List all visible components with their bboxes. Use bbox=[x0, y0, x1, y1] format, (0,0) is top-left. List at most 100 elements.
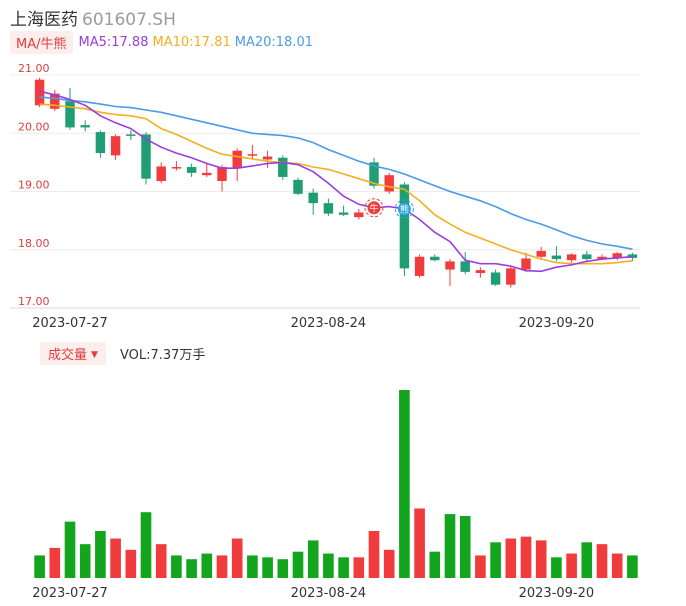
candle-body bbox=[126, 134, 136, 136]
candle-body bbox=[171, 167, 182, 169]
date-tick-label: 2023-08-24 bbox=[291, 316, 367, 331]
stock-code: 601607.SH bbox=[82, 10, 176, 30]
candle-body bbox=[612, 253, 622, 258]
ma-legend: MA/牛熊 MA5:17.88 MA10:17.81 MA20:18.01 bbox=[10, 31, 317, 54]
volume-bar bbox=[277, 559, 289, 578]
candle-body bbox=[627, 254, 638, 258]
price-grid bbox=[10, 74, 640, 309]
date-tick-label: 2023-07-27 bbox=[32, 316, 108, 331]
signal-dot bbox=[397, 202, 411, 216]
candle-body bbox=[551, 255, 562, 260]
candle-body bbox=[186, 167, 197, 173]
volume-bar bbox=[627, 555, 638, 578]
volume-bar bbox=[399, 390, 410, 578]
candle-body bbox=[95, 132, 106, 154]
candle-body bbox=[338, 212, 349, 215]
volume-bar bbox=[429, 551, 441, 578]
candle-body bbox=[293, 179, 303, 194]
ma20-line bbox=[39, 96, 633, 250]
moving-average-lines bbox=[39, 90, 633, 273]
volume-bar bbox=[414, 508, 425, 578]
candle-body bbox=[141, 134, 151, 179]
signal-markers: 牛熊 bbox=[364, 198, 414, 219]
volume-bar bbox=[581, 542, 593, 578]
volume-bar bbox=[611, 553, 623, 578]
volume-bar bbox=[216, 555, 228, 578]
signal-ring bbox=[394, 199, 414, 219]
volume-bar bbox=[95, 531, 106, 578]
candle-body bbox=[460, 261, 470, 272]
candle-body bbox=[445, 261, 455, 270]
candle-body bbox=[65, 101, 75, 128]
price-axis: 21.00 20.00 19.00 18.00 17.00 bbox=[18, 62, 50, 308]
candles bbox=[34, 77, 638, 288]
signal-dot bbox=[367, 201, 381, 215]
volume-bar bbox=[566, 553, 577, 578]
volume-bar bbox=[444, 514, 456, 578]
y-tick-label: 19.00 bbox=[18, 179, 50, 192]
volume-bar bbox=[459, 515, 471, 578]
ma5-line bbox=[39, 90, 633, 273]
volume-bar bbox=[490, 542, 501, 578]
candle-body bbox=[278, 157, 288, 177]
volume-bar bbox=[353, 557, 365, 578]
y-tick-label: 17.00 bbox=[18, 295, 50, 308]
candle-body bbox=[80, 125, 90, 128]
date-tick-label: 2023-09-20 bbox=[519, 316, 595, 331]
candle-body bbox=[399, 184, 410, 269]
candle-body bbox=[354, 212, 364, 218]
candle-body bbox=[202, 172, 212, 176]
volume-bar bbox=[383, 549, 395, 578]
candle-body bbox=[384, 175, 394, 192]
candle-body bbox=[521, 258, 531, 270]
date-axis-top: 2023-07-27 2023-08-24 2023-09-20 bbox=[32, 316, 594, 331]
date-tick-label: 2023-07-27 bbox=[32, 586, 108, 601]
date-axis-bottom: 2023-07-27 2023-08-24 2023-09-20 bbox=[32, 586, 594, 601]
candle-body bbox=[308, 192, 318, 204]
volume-tag-label: 成交量 bbox=[48, 348, 88, 363]
volume-bar bbox=[171, 555, 182, 578]
candle-body bbox=[566, 254, 577, 261]
volume-bar bbox=[125, 549, 137, 578]
candle-body bbox=[597, 256, 607, 260]
y-tick-label: 21.00 bbox=[18, 62, 50, 75]
ma20-legend: MA20:18.01 bbox=[234, 35, 313, 50]
candle-body bbox=[506, 268, 516, 285]
volume-bars bbox=[34, 390, 638, 578]
candle-body bbox=[414, 256, 425, 276]
candle-body bbox=[582, 254, 592, 260]
candle-body bbox=[369, 162, 379, 186]
candle-body bbox=[156, 166, 166, 182]
volume-bar bbox=[323, 553, 334, 578]
volume-bar bbox=[64, 521, 76, 578]
volume-indicator-selector[interactable]: 成交量 ▼ bbox=[40, 342, 106, 365]
volume-bar bbox=[551, 557, 562, 578]
ma10-legend: MA10:17.81 bbox=[152, 35, 231, 50]
signal-label: 熊 bbox=[400, 203, 409, 215]
candle-body bbox=[490, 272, 501, 285]
date-tick-label: 2023-08-24 bbox=[291, 586, 367, 601]
volume-bar bbox=[140, 512, 152, 578]
candle-body bbox=[247, 154, 258, 156]
candle-body bbox=[50, 93, 60, 109]
date-tick-label: 2023-09-20 bbox=[519, 586, 595, 601]
candle-body bbox=[110, 136, 121, 156]
ma10-line bbox=[39, 103, 633, 265]
y-tick-label: 20.00 bbox=[18, 120, 50, 133]
volume-bar bbox=[155, 544, 167, 578]
signal-ring bbox=[364, 198, 384, 218]
volume-bar bbox=[596, 544, 608, 578]
volume-bar bbox=[79, 544, 91, 578]
volume-bar bbox=[262, 557, 273, 578]
volume-bar bbox=[368, 531, 380, 578]
volume-value: VOL:7.37万手 bbox=[119, 348, 206, 363]
volume-bar bbox=[201, 553, 213, 578]
caret-down-icon: ▼ bbox=[91, 350, 98, 360]
candle-body bbox=[323, 203, 334, 214]
volume-bar bbox=[535, 540, 547, 578]
ma-indicator-selector[interactable]: MA/牛熊 bbox=[10, 31, 73, 54]
ma5-legend: MA5:17.88 bbox=[78, 35, 149, 50]
signal-label: 牛 bbox=[369, 202, 378, 214]
candle-body bbox=[430, 256, 440, 261]
